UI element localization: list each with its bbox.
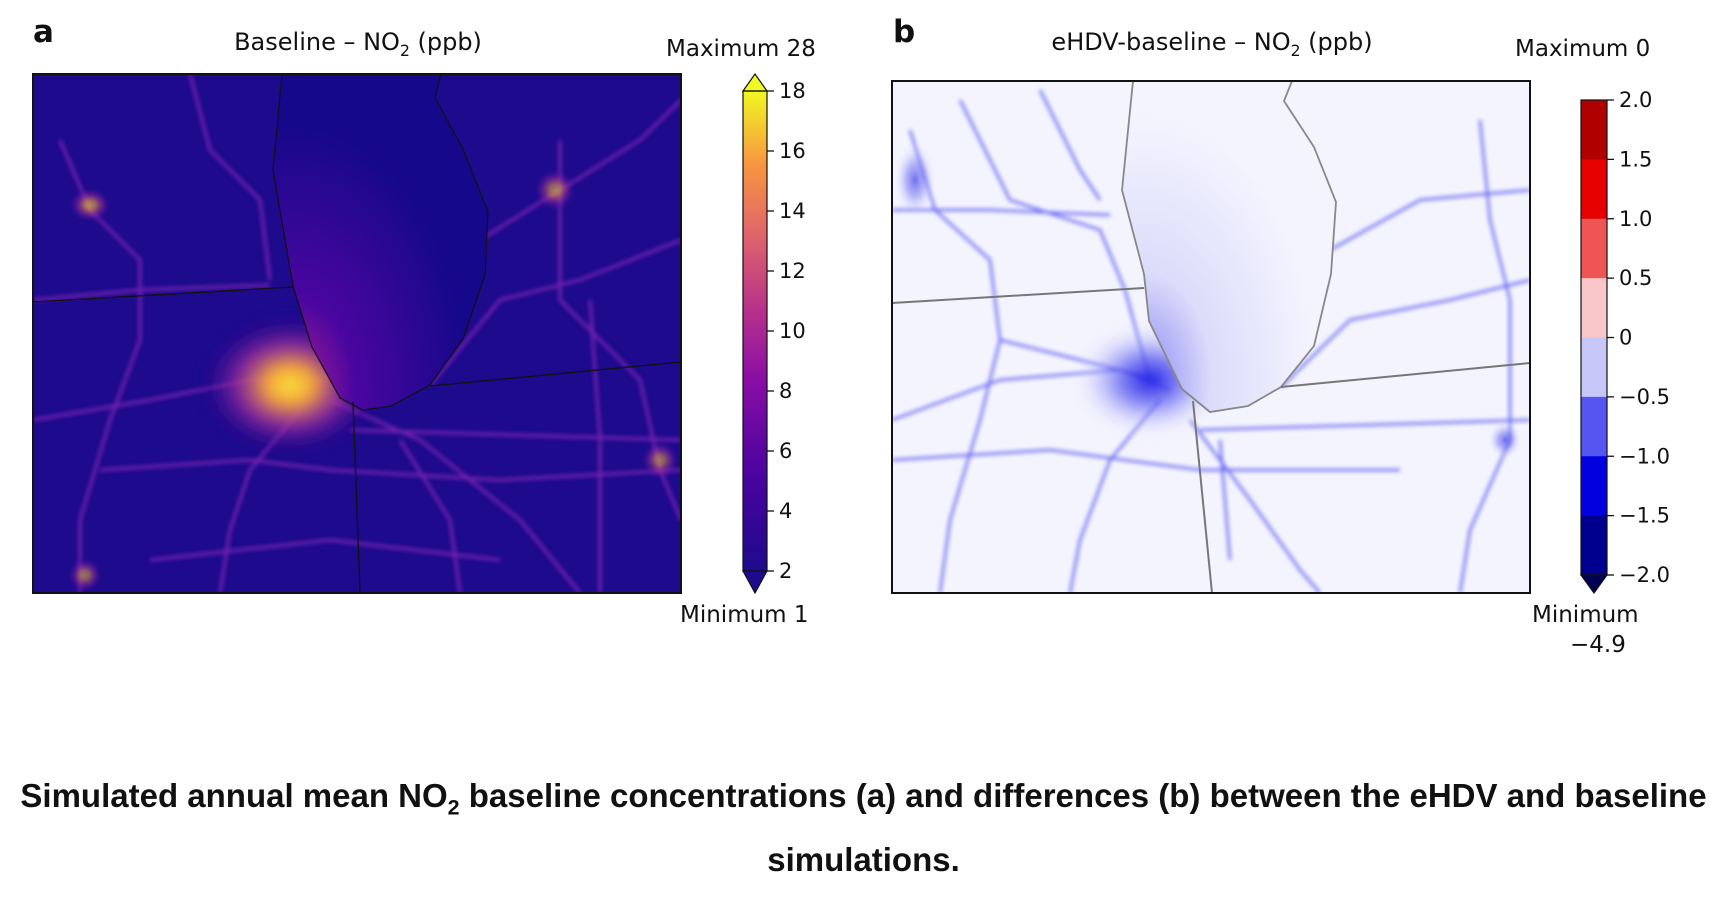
panel-b-label: b <box>893 14 916 50</box>
map-b <box>892 81 1530 593</box>
colorbar-tick-label: 0.5 <box>1619 266 1652 290</box>
caption-text-rest: baseline concentrations (a) and differen… <box>459 777 1707 878</box>
panel-b-title: eHDV-baseline – NO2 (ppb) <box>1051 28 1372 60</box>
colorbar-tick-label: 14 <box>779 199 806 223</box>
colorbar-tick-label: 4 <box>779 499 792 523</box>
map-a-frame <box>32 73 682 594</box>
colorbar-bin <box>1581 515 1607 576</box>
colorbar-tick-label: −0.5 <box>1619 385 1670 409</box>
colorbar-tick-label: 2 <box>779 559 792 583</box>
colorbar-tick-label: −1.5 <box>1619 504 1670 528</box>
colorbar-bin <box>1581 337 1607 398</box>
colorbar-tick-label: 0 <box>1619 326 1632 350</box>
colorbar-a-max-label: Maximum 28 <box>666 36 816 62</box>
lake-michigan-a <box>272 74 489 411</box>
title-unit: (ppb) <box>1300 28 1373 56</box>
state-borders-b <box>892 287 1530 593</box>
roads-a <box>33 74 681 593</box>
title-subscript: 2 <box>1290 41 1301 60</box>
figure-caption: Simulated annual mean NO2 baseline conce… <box>0 770 1727 886</box>
colorbar-tick-label: 8 <box>779 379 792 403</box>
state-borders-a <box>33 286 681 593</box>
title-text: Baseline – NO <box>234 28 400 56</box>
caption-text: Simulated annual mean NO <box>20 777 448 814</box>
map-a <box>33 74 681 593</box>
colorbar-bin <box>1581 396 1607 457</box>
panel-a-label: a <box>33 14 54 50</box>
map-b-frame <box>891 80 1531 594</box>
title-text: eHDV-baseline – NO <box>1051 28 1291 56</box>
colorbar-bin <box>1581 159 1607 220</box>
colorbar-b: 2.0 1.5 1.0 0.5 0 −0.5 −1.0 −1.5 −2.0 <box>1579 88 1670 595</box>
colorbar-bin <box>1581 278 1607 338</box>
caption-subscript: 2 <box>447 795 460 820</box>
colorbar-b-max-label: Maximum 0 <box>1515 36 1651 62</box>
colorbar-b-min-label: Minimum <box>1532 602 1639 628</box>
colorbar-tick-label: 12 <box>779 259 806 283</box>
colorbar-a: 18 16 14 12 10 8 6 4 2 <box>741 72 806 595</box>
colorbar-tick-label: 1.0 <box>1619 207 1652 231</box>
colorbar-b-min-value: −4.9 <box>1570 632 1626 658</box>
colorbar-tick-label: 1.5 <box>1619 147 1652 171</box>
title-unit: (ppb) <box>409 28 482 56</box>
colorbar-bin <box>1581 218 1607 279</box>
colorbar-a-min-label: Minimum 1 <box>680 602 809 628</box>
colorbar-tick-label: 10 <box>779 319 806 343</box>
panel-a-title: Baseline – NO2 (ppb) <box>234 28 482 60</box>
colorbar-bin <box>1581 456 1607 517</box>
colorbar-tick-label: −2.0 <box>1619 563 1670 587</box>
colorbar-tick-label: 16 <box>779 139 806 163</box>
colorbar-tick-label: 2.0 <box>1619 88 1652 112</box>
colorbar-tick-label: −1.0 <box>1619 444 1670 468</box>
colorbar-tick-label: 18 <box>779 79 806 103</box>
colorbar-bin <box>1581 100 1607 160</box>
colorbar-tick-label: 6 <box>779 439 792 463</box>
title-subscript: 2 <box>399 41 410 60</box>
